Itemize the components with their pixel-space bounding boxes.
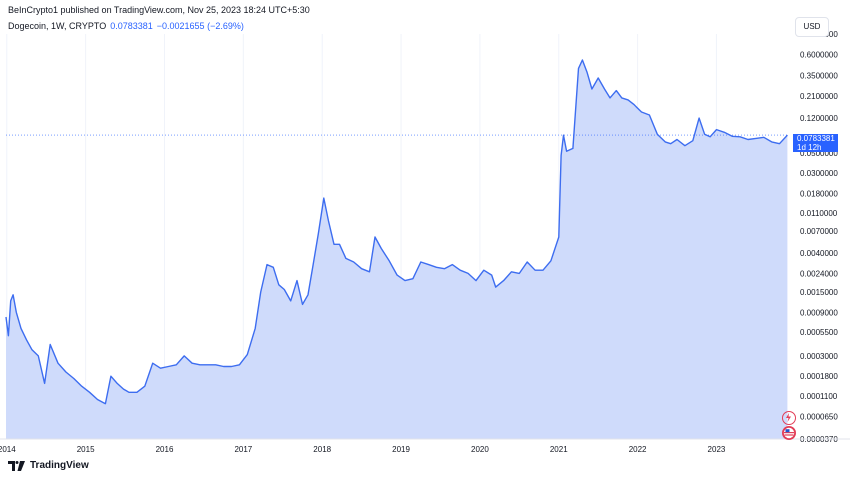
x-tick-label: 2017 — [234, 445, 252, 454]
x-tick-label: 2015 — [77, 445, 95, 454]
y-tick-label: 0.0040000 — [800, 249, 838, 258]
y-tick-label: 0.0001800 — [800, 372, 838, 381]
y-tick-label: 0.0180000 — [800, 189, 838, 198]
x-tick-label: 2018 — [313, 445, 331, 454]
footer: TradingView — [8, 460, 89, 471]
price-line — [5, 59, 788, 405]
x-tick-label: 2023 — [708, 445, 726, 454]
x-tick-label: 2016 — [156, 445, 174, 454]
x-tick-label: 2019 — [392, 445, 410, 454]
symbol-legend: Dogecoin, 1W, CRYPTO 0.0783381 −0.002165… — [8, 21, 244, 31]
symbol-name: Dogecoin, 1W, CRYPTO — [8, 21, 107, 31]
lightning-icon[interactable] — [782, 411, 796, 425]
publisher-line: BeInCrypto1 published on TradingView.com… — [8, 5, 310, 15]
brand-name: TradingView — [30, 460, 89, 471]
last-value: 0.0783381 — [110, 21, 153, 31]
y-tick-label: 0.0005500 — [800, 328, 838, 337]
y-tick-label: 0.2100000 — [800, 92, 838, 101]
currency-button[interactable]: USD — [795, 17, 829, 37]
last-price-tag-countdown: 1d 12h — [797, 143, 822, 152]
change-value: −0.0021655 (−2.69%) — [156, 21, 244, 31]
price-area-fill — [6, 60, 788, 439]
y-tick-label: 0.0500000 — [800, 149, 838, 158]
y-axis: 1.00000000.60000000.35000000.21000000.12… — [800, 30, 838, 444]
last-price-tag-value: 0.0783381 — [797, 134, 835, 143]
tradingview-logo-icon — [8, 460, 25, 471]
y-tick-label: 0.0300000 — [800, 169, 838, 178]
y-tick-label: 0.6000000 — [800, 50, 838, 59]
last-price-tag: 0.0783381 1d 12h — [793, 134, 838, 152]
x-tick-label: 2020 — [471, 445, 489, 454]
x-axis: 2014 2015 2016 2017 2018 2019 2020 2021 2022 2023 — [0, 438, 850, 454]
y-tick-label: 0.0110000 — [800, 209, 838, 218]
x-tick-label: 2021 — [550, 445, 568, 454]
y-tick-label: 0.3500000 — [800, 72, 838, 81]
y-tick-label: 0.0015000 — [800, 288, 838, 297]
x-tick-label: 2022 — [629, 445, 647, 454]
y-tick-label: 0.0000650 — [800, 413, 838, 422]
y-tick-label: 0.0009000 — [800, 308, 838, 317]
x-tick-label: 2014 — [0, 445, 16, 454]
y-tick-label: 0.0001100 — [800, 392, 838, 401]
y-tick-label: 0.0003000 — [800, 352, 838, 361]
us-flag-icon[interactable] — [782, 426, 796, 440]
y-tick-label: 0.0024000 — [800, 269, 838, 278]
y-tick-label: 0.1200000 — [800, 114, 838, 123]
y-tick-label: 0.0070000 — [800, 227, 838, 236]
